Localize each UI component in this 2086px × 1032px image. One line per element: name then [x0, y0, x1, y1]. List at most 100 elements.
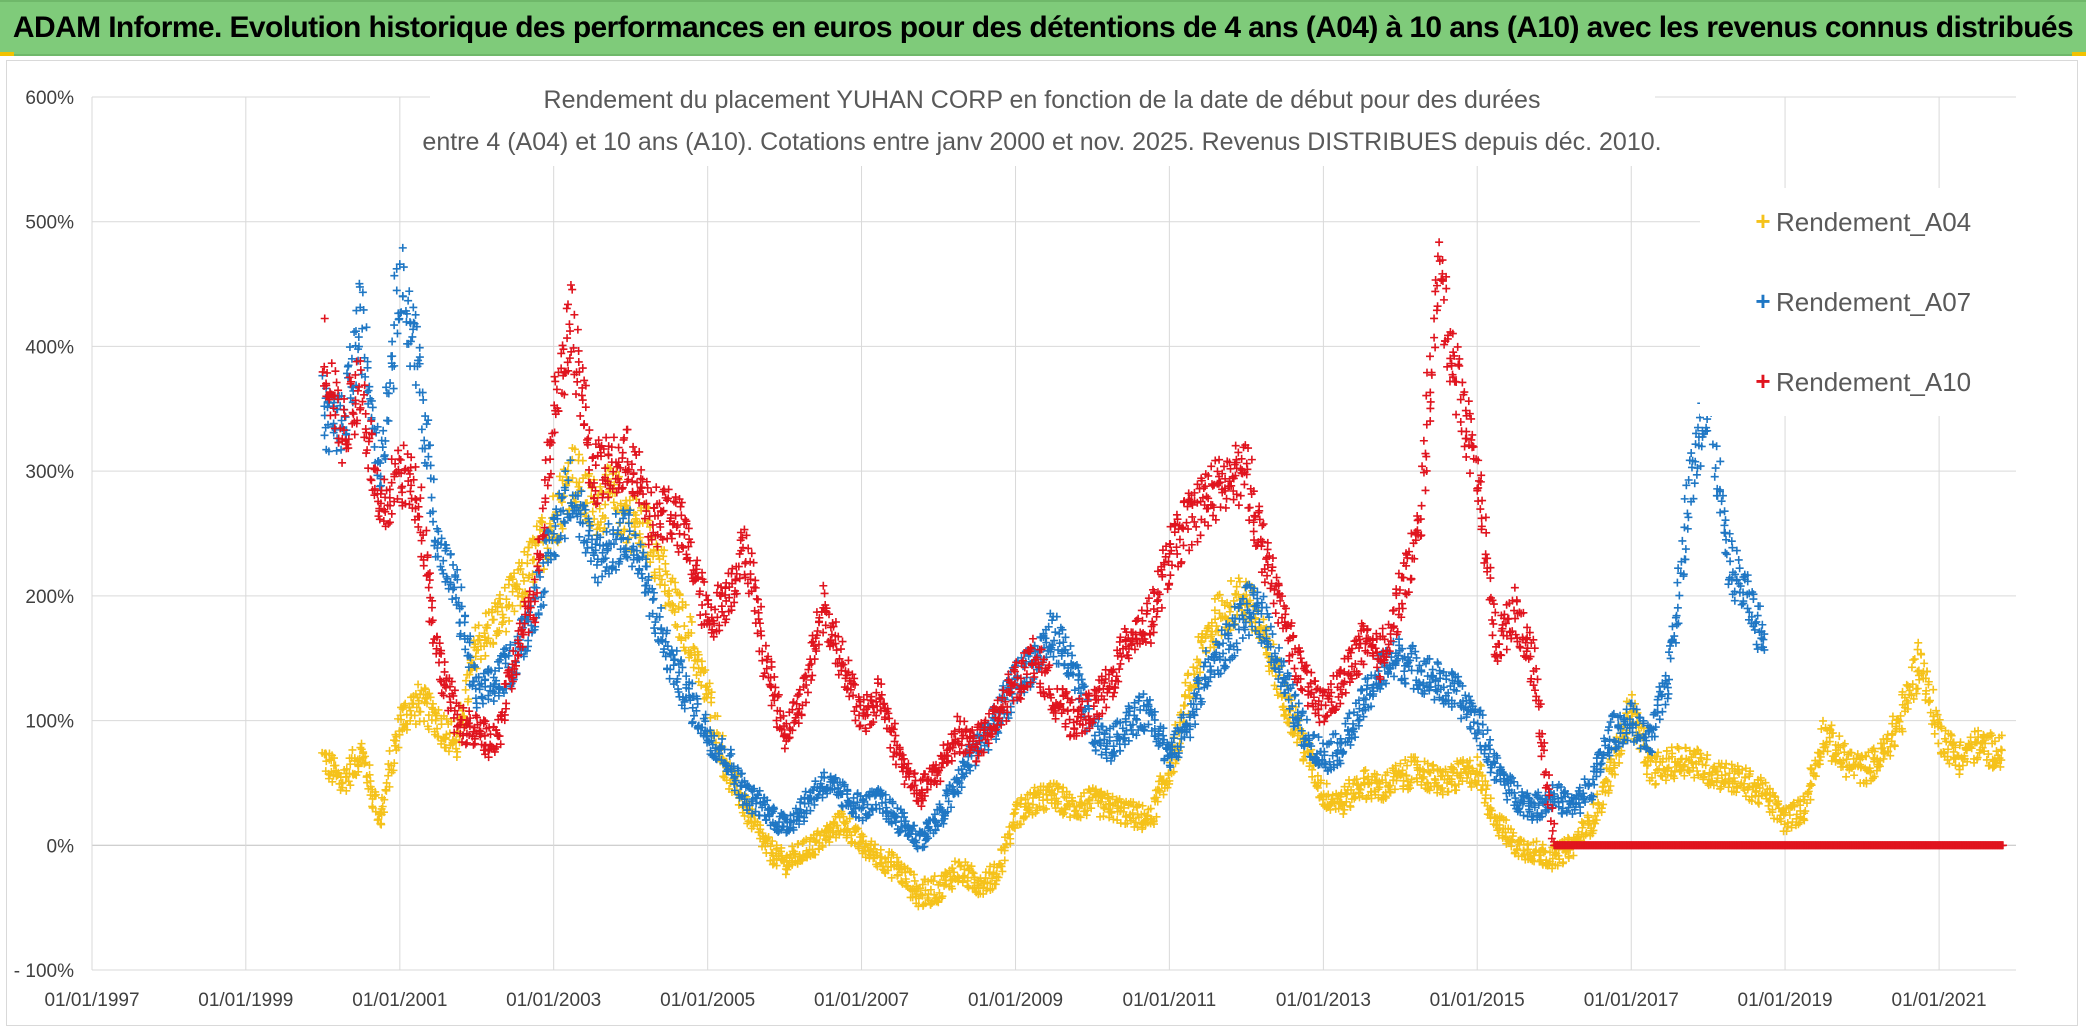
- data-point: [689, 643, 698, 652]
- y-tick-label: - 100%: [14, 961, 74, 982]
- data-point: [1764, 801, 1773, 810]
- data-point: [394, 743, 403, 752]
- data-point: [1720, 507, 1729, 516]
- data-point: [401, 699, 410, 708]
- data-point: [1606, 718, 1615, 727]
- data-point: [648, 595, 657, 604]
- data-point: [596, 518, 605, 527]
- data-point: [701, 666, 710, 675]
- data-point: [1189, 663, 1198, 672]
- data-point: [508, 601, 517, 610]
- data-point: [575, 486, 584, 494]
- banner-corner-accent-left: [0, 52, 14, 56]
- data-point: [425, 689, 434, 698]
- data-point: [1486, 735, 1495, 744]
- data-point: [460, 612, 469, 621]
- banner-title: ADAM Informe. Evolution historique des p…: [0, 0, 2086, 56]
- data-point: [811, 850, 820, 859]
- data-point: [798, 856, 807, 865]
- y-tick-label: 300%: [25, 462, 74, 483]
- data-point: [588, 507, 597, 516]
- data-point: [342, 764, 351, 773]
- data-point: [1703, 415, 1712, 424]
- data-point: [611, 509, 620, 518]
- data-point: [689, 663, 698, 672]
- data-point: [461, 685, 470, 694]
- x-tick-label: 01/01/2007: [814, 990, 909, 1011]
- data-point: [505, 616, 514, 625]
- data-point: [515, 585, 524, 594]
- data-point: [405, 287, 414, 296]
- data-point: [668, 574, 677, 583]
- data-point: [516, 564, 525, 573]
- data-point: [524, 636, 533, 645]
- data-point: [1477, 761, 1486, 770]
- y-tick-label: 100%: [25, 712, 74, 733]
- data-point: [1673, 742, 1682, 751]
- data-point: [1472, 734, 1481, 743]
- data-point: [516, 601, 525, 610]
- data-point: [636, 533, 645, 542]
- data-point: [400, 701, 409, 710]
- data-point: [500, 583, 509, 592]
- data-point: [657, 575, 666, 584]
- data-point: [1661, 776, 1670, 785]
- data-point: [1138, 801, 1147, 810]
- data-point: [359, 753, 368, 762]
- data-point: [489, 697, 498, 706]
- data-point: [1658, 707, 1667, 716]
- data-point: [385, 746, 394, 755]
- data-point: [665, 674, 674, 683]
- data-point: [1448, 763, 1457, 772]
- data-point: [798, 839, 807, 848]
- data-point: [416, 707, 425, 716]
- data-point: [406, 716, 415, 725]
- data-point: [380, 451, 389, 460]
- data-point: [508, 575, 517, 584]
- data-point: [519, 576, 528, 585]
- data-point: [1428, 665, 1437, 674]
- data-point: [958, 872, 967, 881]
- data-point: [513, 591, 522, 600]
- data-point: [1414, 685, 1423, 694]
- x-tick-label: 01/01/1999: [198, 990, 293, 1011]
- data-point: [697, 681, 706, 690]
- x-tick-label: 01/01/2015: [1430, 990, 1525, 1011]
- data-point: [1262, 603, 1271, 612]
- data-point: [1909, 656, 1918, 665]
- data-point: [1457, 714, 1466, 723]
- data-point: [1721, 548, 1730, 557]
- data-point: [609, 498, 618, 507]
- data-point: [420, 436, 429, 445]
- chart-area-border: [6, 60, 2078, 1026]
- data-point: [518, 570, 527, 579]
- data-point: [772, 861, 781, 870]
- data-point: [332, 446, 341, 455]
- data-point: [1009, 810, 1018, 819]
- data-point: [1359, 767, 1368, 776]
- data-point: [489, 640, 498, 649]
- data-point: [414, 696, 423, 705]
- data-point: [360, 759, 369, 768]
- data-point: [671, 578, 680, 587]
- data-point: [461, 676, 470, 685]
- y-tick-label: 0%: [47, 836, 75, 857]
- data-point: [493, 607, 502, 616]
- data-point: [346, 760, 355, 769]
- data-point: [1910, 655, 1919, 664]
- data-point: [390, 271, 399, 280]
- data-point: [1930, 729, 1939, 738]
- data-point: [1346, 801, 1355, 810]
- data-point: [883, 807, 892, 816]
- data-point: [376, 819, 385, 828]
- x-tick-label: 01/01/1997: [44, 990, 139, 1011]
- data-point: [570, 445, 579, 454]
- x-tick-label: 01/01/2017: [1584, 990, 1679, 1011]
- data-point: [601, 513, 610, 522]
- data-point: [651, 629, 660, 638]
- data-point: [495, 626, 504, 635]
- data-point: [342, 786, 351, 795]
- data-point: [524, 543, 533, 552]
- data-point: [665, 591, 674, 600]
